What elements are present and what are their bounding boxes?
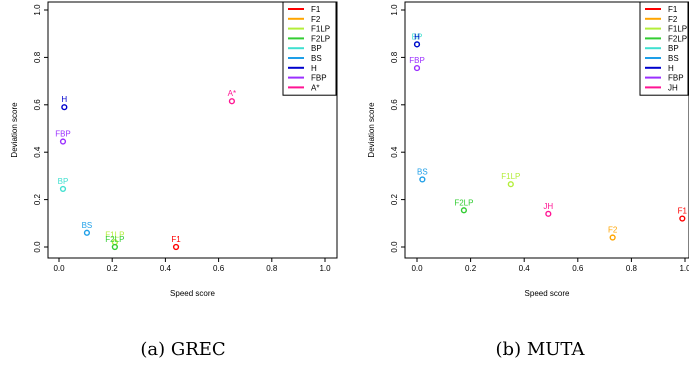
x-tick-label: 0.0 <box>411 264 423 273</box>
point-label: BS <box>417 167 428 176</box>
point-jh <box>545 210 552 217</box>
point-label: BP <box>412 32 423 41</box>
legend-entry: F2 <box>311 15 321 24</box>
point-label: BS <box>82 221 93 230</box>
point-bs <box>83 229 91 236</box>
point-a <box>228 98 236 105</box>
chart-panel-1: 0.0 0.2 0.4 0.6 0.8 1.0 0.0 0.2 0.4 0.6 0.8 1.0 Spee… <box>10 1 338 360</box>
legend-entry: A* <box>311 83 319 92</box>
legend-entry: F2 <box>668 15 678 24</box>
point-label: F1 <box>678 207 688 216</box>
x-tick-label: 0.2 <box>465 264 477 273</box>
y-axis-label: Deviation score <box>367 102 376 158</box>
y-tick-label: 0.2 <box>390 193 399 205</box>
point-fbp <box>413 64 421 72</box>
x-tick-label: 0.6 <box>213 264 225 273</box>
point-label: A* <box>228 89 236 98</box>
legend-entry: FBP <box>668 74 684 83</box>
point-f1lp <box>507 181 514 188</box>
x-axis-label: Speed score <box>525 289 570 298</box>
point-label: F2LP <box>454 198 473 207</box>
legend-entry: F1LP <box>668 25 687 34</box>
point-label: F2LP <box>105 235 124 244</box>
point-label: F1 <box>171 235 181 244</box>
x-tick-label: 0.8 <box>266 264 278 273</box>
y-tick-label: 0.0 <box>33 241 42 253</box>
point-f2lp <box>111 243 118 251</box>
point-label: FBP <box>409 56 425 65</box>
panel-caption: (a) GREC <box>140 339 225 360</box>
chart-panel-2: 0.0 0.2 0.4 0.6 0.8 1.0 0.0 0.2 0.4 0.6 0.8 1.0 Spee… <box>367 1 689 360</box>
point-f2lp <box>460 207 468 214</box>
y-tick-label: 0.0 <box>390 241 399 253</box>
point-label: H <box>61 95 67 104</box>
x-tick-label: 1.0 <box>679 264 689 273</box>
point-label: F1LP <box>105 230 124 239</box>
panel-caption: (b) MUTA <box>496 339 586 360</box>
y-tick-label: 0.8 <box>33 51 42 63</box>
point-label: FBP <box>55 130 71 139</box>
legend-entry: H <box>668 64 674 73</box>
y-axis-label: Deviation score <box>10 102 19 158</box>
legend-entry: BS <box>311 54 322 63</box>
legend-entry: F1 <box>311 5 321 14</box>
legend-entry: F1 <box>668 5 678 14</box>
point-label: F2 <box>608 226 618 235</box>
point-fbp <box>59 138 67 145</box>
legend-entry: F1LP <box>311 25 330 34</box>
y-tick-label: 0.8 <box>390 51 399 63</box>
point-label: BP <box>58 177 69 186</box>
x-tick-label: 1.0 <box>319 264 331 273</box>
y-tick-label: 0.4 <box>33 146 42 158</box>
x-axis-label: Speed score <box>170 289 215 298</box>
legend-entry: FBP <box>311 74 327 83</box>
legend-entry: H <box>311 64 317 73</box>
point-f1 <box>679 215 686 222</box>
legend-entry: BP <box>668 44 679 53</box>
y-tick-label: 0.6 <box>390 99 399 111</box>
y-tick-label: 1.0 <box>390 4 399 16</box>
x-tick-label: 0.6 <box>572 264 584 273</box>
point-h <box>61 104 68 111</box>
x-tick-label: 0.0 <box>53 264 65 273</box>
point-label: JH <box>543 202 553 211</box>
x-tick-label: 0.4 <box>160 264 172 273</box>
point-h <box>413 41 421 48</box>
point-bp <box>59 185 67 193</box>
legend-entry: F2LP <box>311 34 330 43</box>
point-label: F1LP <box>501 172 520 181</box>
point-f1 <box>172 243 180 251</box>
legend-entry: JH <box>668 83 678 92</box>
y-tick-label: 0.4 <box>390 146 399 158</box>
y-tick-label: 0.2 <box>33 193 42 205</box>
x-tick-label: 0.4 <box>519 264 531 273</box>
point-f2 <box>609 234 616 241</box>
y-tick-label: 1.0 <box>33 4 42 16</box>
x-tick-label: 0.8 <box>626 264 638 273</box>
legend-entry: BS <box>668 54 679 63</box>
legend-entry: BP <box>311 44 322 53</box>
y-tick-label: 0.6 <box>33 99 42 111</box>
legend-entry: F2LP <box>668 34 687 43</box>
x-tick-label: 0.2 <box>107 264 119 273</box>
point-bs <box>419 176 426 183</box>
point-label: H <box>414 32 420 41</box>
